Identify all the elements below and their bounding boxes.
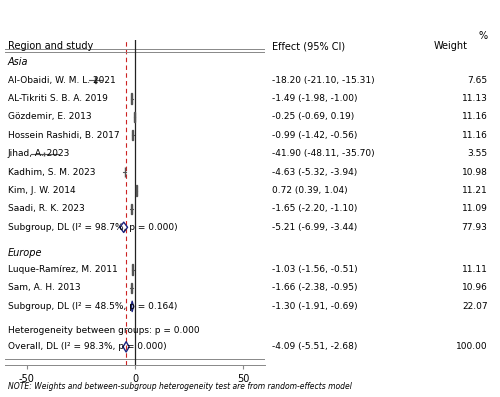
- Text: 10.96: 10.96: [462, 283, 487, 293]
- Text: -1.03 (-1.56, -0.51): -1.03 (-1.56, -0.51): [272, 265, 358, 274]
- Text: Sam, A. H. 2013: Sam, A. H. 2013: [8, 283, 80, 293]
- Text: -4.09 (-5.51, -2.68): -4.09 (-5.51, -2.68): [272, 342, 358, 351]
- Text: -18.20 (-21.10, -15.31): -18.20 (-21.10, -15.31): [272, 76, 375, 85]
- Text: Gözdemir, E. 2013: Gözdemir, E. 2013: [8, 112, 91, 121]
- Bar: [134, 112, 135, 122]
- Text: -1.66 (-2.38, -0.95): -1.66 (-2.38, -0.95): [272, 283, 358, 293]
- Text: -0.25 (-0.69, 0.19): -0.25 (-0.69, 0.19): [272, 112, 355, 121]
- Text: Region and study: Region and study: [8, 41, 93, 51]
- Text: Subgroup, DL (I² = 48.5%, p = 0.164): Subgroup, DL (I² = 48.5%, p = 0.164): [8, 302, 177, 311]
- Text: Asia: Asia: [8, 57, 28, 67]
- Bar: [131, 204, 132, 214]
- Text: -41.90 (-48.11, -35.70): -41.90 (-48.11, -35.70): [272, 149, 375, 158]
- Text: Saadi, R. K. 2023: Saadi, R. K. 2023: [8, 204, 84, 214]
- Text: 10.98: 10.98: [462, 168, 487, 177]
- Text: -4.63 (-5.32, -3.94): -4.63 (-5.32, -3.94): [272, 168, 358, 177]
- Text: -0.99 (-1.42, -0.56): -0.99 (-1.42, -0.56): [272, 131, 358, 140]
- Text: 3.55: 3.55: [468, 149, 487, 158]
- Text: Kim, J. W. 2014: Kim, J. W. 2014: [8, 186, 75, 195]
- Bar: [136, 185, 137, 196]
- Text: Al-Obaidi, W. M. L. 2021: Al-Obaidi, W. M. L. 2021: [8, 76, 115, 85]
- Text: -5.21 (-6.99, -3.44): -5.21 (-6.99, -3.44): [272, 223, 358, 232]
- Text: Weight: Weight: [434, 41, 468, 51]
- Text: Jihad, A. 2023: Jihad, A. 2023: [8, 149, 70, 158]
- Text: 11.13: 11.13: [462, 94, 487, 103]
- Text: NOTE: Weights and between-subgroup heterogeneity test are from random-effects mo: NOTE: Weights and between-subgroup heter…: [8, 382, 352, 391]
- Text: AL-Tikriti S. B. A. 2019: AL-Tikriti S. B. A. 2019: [8, 94, 108, 103]
- Text: Europe: Europe: [8, 248, 42, 258]
- Text: 11.16: 11.16: [462, 112, 487, 121]
- Text: 11.11: 11.11: [462, 265, 487, 274]
- Text: 0.72 (0.39, 1.04): 0.72 (0.39, 1.04): [272, 186, 348, 195]
- Text: 22.07: 22.07: [462, 302, 487, 311]
- Text: Luque-Ramírez, M. 2011: Luque-Ramírez, M. 2011: [8, 265, 117, 274]
- Text: -1.49 (-1.98, -1.00): -1.49 (-1.98, -1.00): [272, 94, 358, 103]
- Text: %: %: [478, 31, 488, 41]
- Text: -1.65 (-2.20, -1.10): -1.65 (-2.20, -1.10): [272, 204, 358, 214]
- Bar: [132, 264, 134, 275]
- Text: 7.65: 7.65: [468, 76, 487, 85]
- Bar: [131, 283, 132, 293]
- Text: Effect (95% CI): Effect (95% CI): [272, 41, 345, 51]
- Text: 100.00: 100.00: [456, 342, 488, 351]
- Text: 11.09: 11.09: [462, 204, 487, 214]
- Text: 11.21: 11.21: [462, 186, 487, 195]
- Text: Hossein Rashidi, B. 2017: Hossein Rashidi, B. 2017: [8, 131, 119, 140]
- Text: Subgroup, DL (I² = 98.7%, p = 0.000): Subgroup, DL (I² = 98.7%, p = 0.000): [8, 223, 177, 232]
- Text: 77.93: 77.93: [462, 223, 487, 232]
- Bar: [132, 130, 134, 141]
- Text: 11.16: 11.16: [462, 131, 487, 140]
- Text: Kadhim, S. M. 2023: Kadhim, S. M. 2023: [8, 168, 95, 177]
- Text: Heterogeneity between groups: p = 0.000: Heterogeneity between groups: p = 0.000: [8, 326, 199, 335]
- Bar: [124, 168, 126, 177]
- Text: -1.30 (-1.91, -0.69): -1.30 (-1.91, -0.69): [272, 302, 358, 311]
- Text: Overall, DL (I² = 98.3%, p = 0.000): Overall, DL (I² = 98.3%, p = 0.000): [8, 342, 166, 351]
